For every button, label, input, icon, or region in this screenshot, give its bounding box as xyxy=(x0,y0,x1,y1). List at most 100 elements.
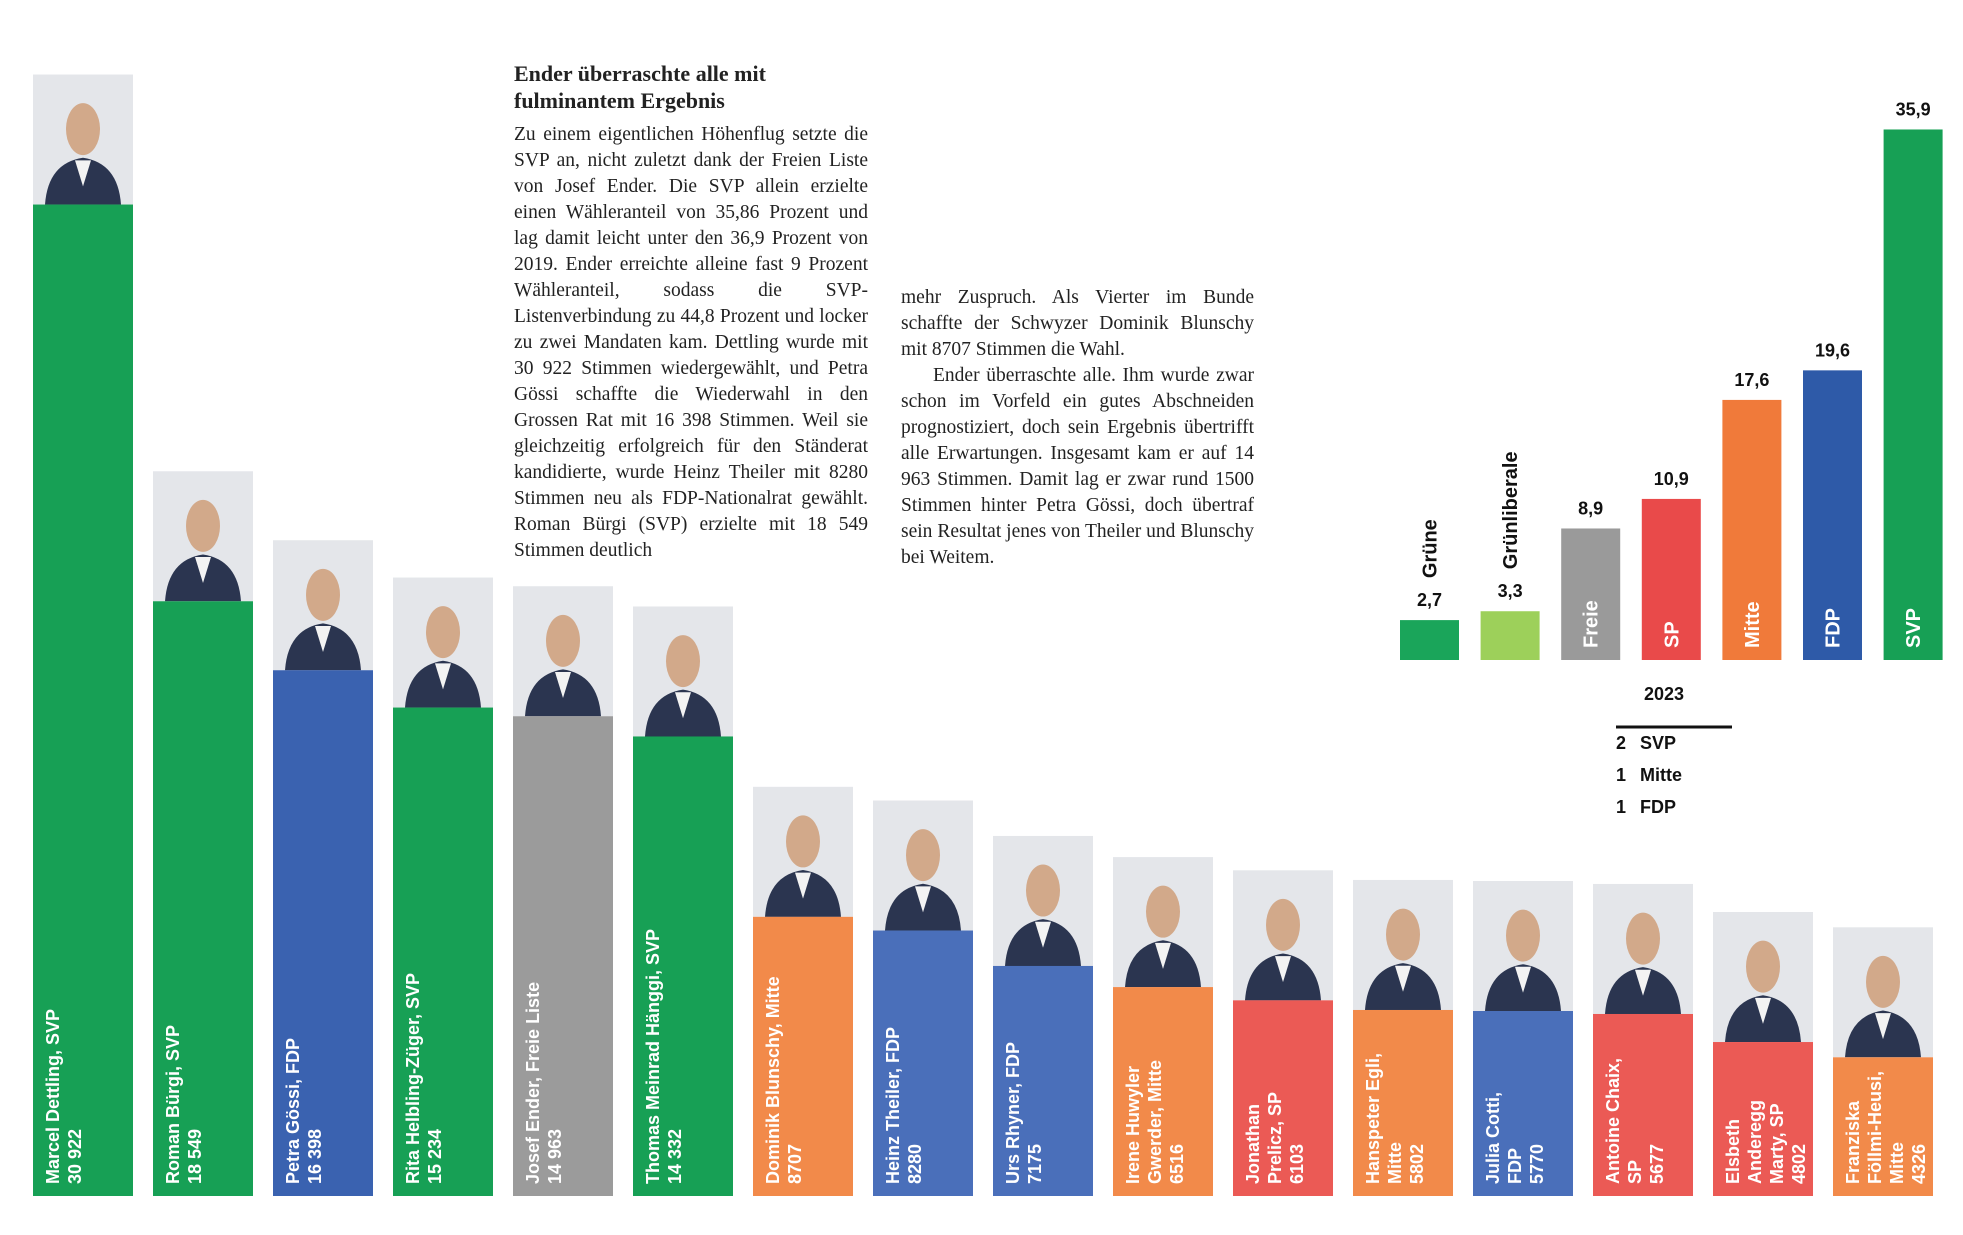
bar xyxy=(873,930,973,1196)
photo-collar xyxy=(1875,1013,1891,1040)
photo xyxy=(33,74,133,205)
bar xyxy=(1722,399,1782,660)
bar xyxy=(1561,528,1621,660)
value-label: 6103 xyxy=(1287,1144,1307,1184)
photo-collar xyxy=(435,663,451,690)
bar-label: Petra Gössi, FDP xyxy=(283,1038,303,1184)
bar xyxy=(153,601,253,1196)
bar xyxy=(1803,370,1862,660)
photo-head xyxy=(666,635,700,688)
photo-head xyxy=(426,606,460,659)
bar xyxy=(993,965,1093,1196)
photo-collar xyxy=(195,557,211,584)
value-label: 17,6 xyxy=(1734,370,1769,390)
photo xyxy=(273,540,373,671)
value-label: 16 398 xyxy=(305,1129,325,1184)
value-label: 7175 xyxy=(1025,1144,1045,1184)
photo xyxy=(393,577,493,708)
photo-collar xyxy=(675,692,691,719)
value-label: 35,9 xyxy=(1896,99,1931,119)
photo-head xyxy=(66,103,100,156)
value-label: 18 549 xyxy=(185,1129,205,1184)
bar xyxy=(1400,620,1459,660)
bar xyxy=(273,670,373,1196)
value-label: 4326 xyxy=(1909,1144,1929,1184)
photo-collar xyxy=(1035,921,1051,948)
bar-label: SVP xyxy=(1903,608,1925,648)
photo xyxy=(1593,883,1693,1014)
value-label: 5802 xyxy=(1407,1144,1427,1184)
value-label: 4802 xyxy=(1789,1144,1809,1184)
photo-head xyxy=(1026,864,1060,917)
bar-label: Thomas Meinrad Hänggi, SVP xyxy=(643,929,663,1184)
article-title: Ender überraschte alle mit fulminantem E… xyxy=(514,61,766,113)
bar-label: Franziska Föllmi-Heusi, Mitte xyxy=(1843,1066,1907,1184)
photo xyxy=(1353,879,1453,1010)
value-label: 15 234 xyxy=(425,1129,445,1184)
photo xyxy=(513,586,613,717)
photo xyxy=(1713,912,1813,1043)
paragraph: Ender überraschte alle. Ihm wurde zwar s… xyxy=(901,365,1254,568)
value-label: 10,9 xyxy=(1654,469,1689,489)
photo-collar xyxy=(315,626,331,653)
bar xyxy=(1113,987,1213,1196)
value-label: 8,9 xyxy=(1578,498,1603,518)
bar-label: Rita Helbling-Züger, SVP xyxy=(403,973,423,1184)
bar xyxy=(1353,1009,1453,1196)
value-label: 2,7 xyxy=(1417,590,1442,610)
bar xyxy=(1593,1013,1693,1196)
photo xyxy=(1473,880,1573,1011)
bar xyxy=(1641,498,1701,660)
bar xyxy=(33,204,133,1196)
bar-label: Urs Rhyner, FDP xyxy=(1003,1042,1023,1184)
bar-label: Dominik Blunschy, Mitte xyxy=(763,976,783,1184)
photo xyxy=(153,471,253,602)
photo xyxy=(753,786,853,917)
value-label: 5770 xyxy=(1527,1144,1547,1184)
value-label: 8280 xyxy=(905,1144,925,1184)
bar xyxy=(1480,611,1540,660)
seat-party: Mitte xyxy=(1640,765,1682,785)
paragraph: Zu einem eigentlichen Höhenflug setzte d… xyxy=(514,124,868,561)
photo-collar xyxy=(1395,965,1411,992)
bar-label: Mitte xyxy=(1742,601,1764,648)
bar-label: Jonathan Prelicz, SP xyxy=(1243,1092,1285,1184)
bar xyxy=(513,716,613,1196)
seat-count: 1 xyxy=(1616,797,1627,817)
value-label: 3,3 xyxy=(1498,581,1523,601)
bar xyxy=(633,736,733,1196)
photo-collar xyxy=(795,872,811,899)
photo-collar xyxy=(75,160,91,187)
photo-head xyxy=(1266,898,1300,951)
photo-head xyxy=(1146,885,1180,938)
bar-label: Roman Bürgi, SVP xyxy=(163,1025,183,1184)
photo xyxy=(1233,870,1333,1001)
bar-label: SP xyxy=(1661,621,1683,648)
bar-label: Marcel Dettling, SVP xyxy=(43,1009,63,1184)
bar-label: Josef Ender, Freie Liste xyxy=(523,982,543,1184)
photo-head xyxy=(1506,909,1540,962)
bar-label: Grüne xyxy=(1420,519,1442,578)
photo-head xyxy=(186,499,220,552)
seat-party: FDP xyxy=(1640,797,1676,817)
bar-label: Elsbeth Anderegg Marty, SP xyxy=(1723,1095,1787,1184)
article-column: Zu einem eigentlichen Höhenflug setzte d… xyxy=(514,122,868,564)
value-label: 14 332 xyxy=(665,1129,685,1184)
bar xyxy=(753,916,853,1196)
value-label: 5677 xyxy=(1647,1144,1667,1184)
bar xyxy=(393,707,493,1196)
bar-label: Irene Huwyler Gwerder, Mitte xyxy=(1123,1060,1165,1184)
bar-label: Heinz Theiler, FDP xyxy=(883,1027,903,1184)
photo-collar xyxy=(1515,966,1531,993)
photo-head xyxy=(786,815,820,868)
photo xyxy=(993,835,1093,966)
photo-collar xyxy=(1275,956,1291,983)
photo xyxy=(873,800,973,931)
photo-collar xyxy=(1755,997,1771,1024)
bar xyxy=(1233,1000,1333,1196)
chart-subtitle: 2023 xyxy=(1644,684,1684,704)
photo xyxy=(1833,927,1933,1058)
photo-head xyxy=(546,614,580,667)
